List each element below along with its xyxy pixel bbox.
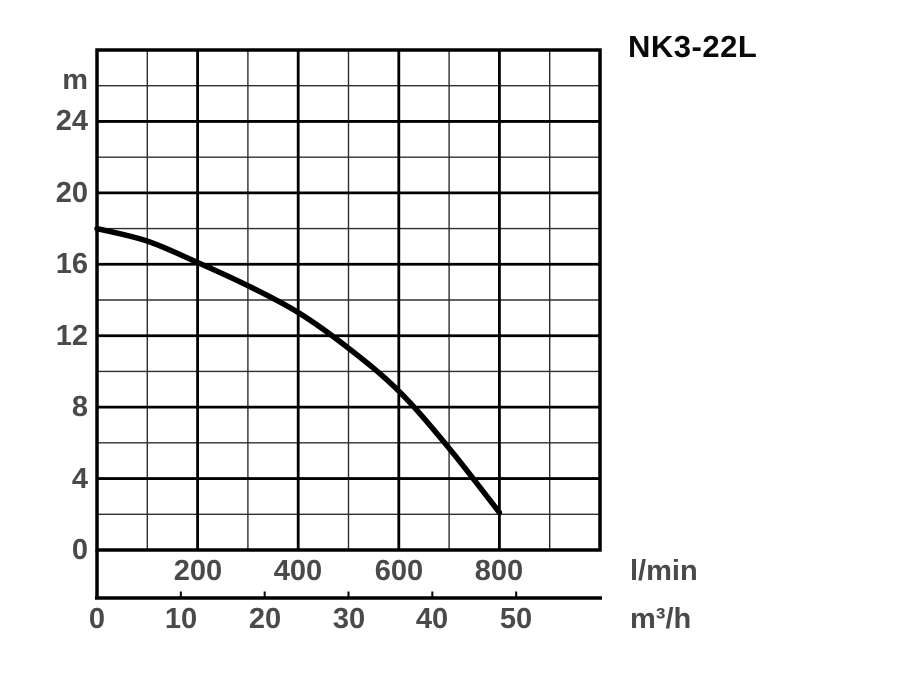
x-axis-m3h-tick-label: 40 (415, 603, 449, 635)
x-axis-m3h-tick-label: 30 (332, 603, 366, 635)
y-axis-tick-label: 16 (55, 248, 88, 280)
x-axis-lmin-tick-label: 400 (273, 555, 323, 587)
y-axis-tick-label: 24 (55, 105, 88, 137)
x-axis-m3h-tick-label: 0 (88, 603, 106, 635)
pump-head-curve (94, 225, 503, 516)
y-axis-unit-label: m (62, 64, 88, 96)
x-axis-m3h-unit-label: m³/h (630, 603, 692, 635)
y-axis-tick-label: 12 (55, 320, 88, 352)
x-axis-m3h-tick-label: 20 (248, 603, 282, 635)
chart-title: NK3-22L (628, 29, 758, 64)
y-axis-tick-label: 0 (71, 534, 88, 566)
x-axis-m3h-tick-label: 50 (499, 603, 533, 635)
y-axis-tick-label: 20 (55, 177, 88, 209)
x-axis-lmin-tick-label: 800 (474, 555, 524, 587)
y-axis-tick-label: 4 (71, 463, 88, 495)
x-axis-lmin-unit-label: l/min (630, 555, 698, 587)
x-axis-lmin-tick-label: 600 (374, 555, 424, 587)
plot-frame (95, 48, 602, 552)
x-axis-m3h-tick-label: 10 (164, 603, 198, 635)
y-axis-tick-label: 8 (71, 391, 88, 423)
x-axis-lmin-tick-label: 200 (173, 555, 223, 587)
